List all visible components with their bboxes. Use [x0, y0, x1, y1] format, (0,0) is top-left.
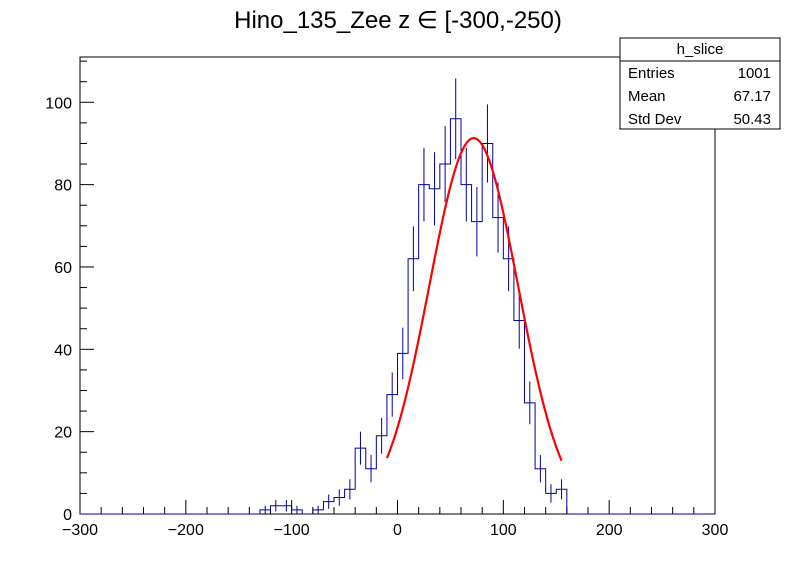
stats-mean-value: 67.17 — [733, 88, 771, 105]
stats-entries-value: 1001 — [738, 65, 771, 82]
histogram-bins — [80, 78, 715, 515]
y-tick-label: 80 — [54, 178, 72, 195]
x-tick-label: −100 — [274, 522, 310, 539]
stats-stddev-label: Std Dev — [628, 111, 682, 128]
x-tick-label: 200 — [596, 522, 623, 539]
chart-title: Hino_135_Zee z ∈ [-300,-250) — [234, 7, 562, 34]
x-tick-label: 0 — [393, 522, 402, 539]
x-tick-label: 300 — [702, 522, 729, 539]
y-tick-label: 40 — [54, 342, 72, 359]
stats-entries-label: Entries — [628, 65, 675, 82]
y-tick-label: 60 — [54, 260, 72, 277]
x-tick-label: 100 — [490, 522, 517, 539]
stats-box-title: h_slice — [677, 41, 724, 58]
stats-box-frame — [619, 37, 781, 130]
fit-curve-group — [385, 137, 563, 462]
stats-mean-label: Mean — [628, 88, 666, 105]
histogram-outline — [80, 118, 715, 515]
y-tick-label: 0 — [63, 507, 72, 524]
x-tick-label: −300 — [62, 522, 98, 539]
y-tick-label: 20 — [54, 425, 72, 442]
stats-box: h_slice Entries 1001 Mean 67.17 Std Dev … — [619, 37, 781, 130]
axes: −300 −200 −100 0 100 200 300 0 20 40 60 80 100 — [45, 56, 729, 539]
fit-curve — [385, 137, 563, 462]
stats-stddev-value: 50.43 — [733, 111, 771, 128]
x-tick-label: −200 — [168, 522, 204, 539]
y-tick-label: 100 — [45, 95, 72, 112]
